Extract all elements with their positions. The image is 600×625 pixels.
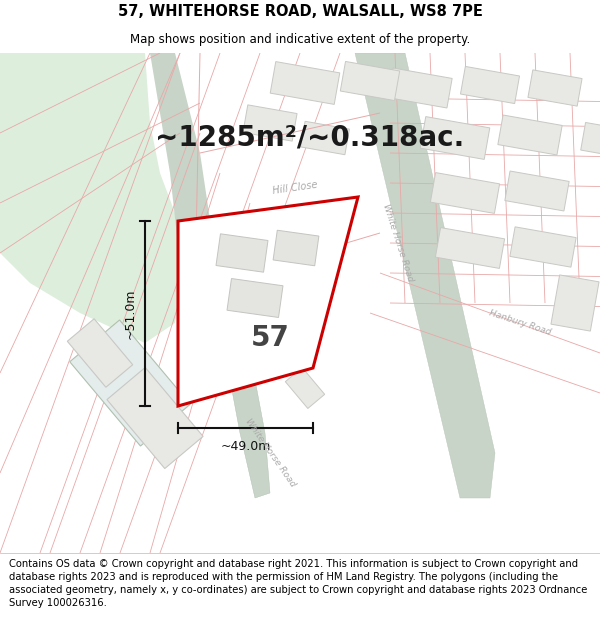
Polygon shape <box>498 115 562 155</box>
Polygon shape <box>107 368 203 469</box>
Text: Map shows position and indicative extent of the property.: Map shows position and indicative extent… <box>130 33 470 46</box>
Polygon shape <box>178 197 358 406</box>
Text: Hill Close: Hill Close <box>272 180 318 196</box>
Polygon shape <box>505 171 569 211</box>
Polygon shape <box>227 279 283 318</box>
Polygon shape <box>388 68 452 108</box>
Text: Hanbury Road: Hanbury Road <box>488 309 552 338</box>
Polygon shape <box>355 53 495 498</box>
Text: ~1285m²/~0.318ac.: ~1285m²/~0.318ac. <box>155 124 464 152</box>
Polygon shape <box>436 228 505 268</box>
Text: White Horse Road: White Horse Road <box>381 203 415 283</box>
Polygon shape <box>243 105 297 141</box>
Polygon shape <box>185 253 270 498</box>
Polygon shape <box>340 61 400 101</box>
Polygon shape <box>581 122 600 154</box>
Polygon shape <box>430 173 500 213</box>
Text: ~51.0m: ~51.0m <box>124 288 137 339</box>
Text: White Horse Road: White Horse Road <box>243 418 297 489</box>
Polygon shape <box>528 70 582 106</box>
Polygon shape <box>67 319 133 388</box>
Text: 57: 57 <box>251 324 289 352</box>
Polygon shape <box>216 234 268 272</box>
Polygon shape <box>551 275 599 331</box>
Polygon shape <box>460 66 520 104</box>
Polygon shape <box>70 320 190 446</box>
Polygon shape <box>273 230 319 266</box>
Polygon shape <box>510 227 576 267</box>
Polygon shape <box>150 53 215 288</box>
Polygon shape <box>286 368 325 409</box>
Text: 57, WHITEHORSE ROAD, WALSALL, WS8 7PE: 57, WHITEHORSE ROAD, WALSALL, WS8 7PE <box>118 4 482 19</box>
Polygon shape <box>0 53 185 343</box>
Polygon shape <box>270 62 340 104</box>
Text: ~49.0m: ~49.0m <box>220 440 271 453</box>
Text: Contains OS data © Crown copyright and database right 2021. This information is : Contains OS data © Crown copyright and d… <box>9 559 587 608</box>
Polygon shape <box>420 117 490 159</box>
Polygon shape <box>301 121 349 155</box>
